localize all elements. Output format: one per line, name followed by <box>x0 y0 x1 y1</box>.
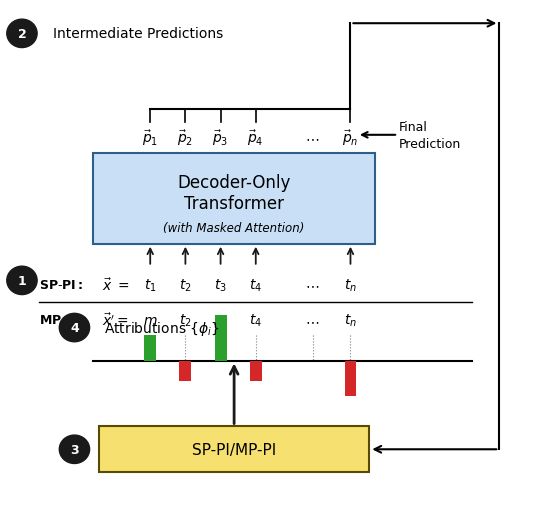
Text: $\vec{x}'=$: $\vec{x}'=$ <box>102 312 128 329</box>
Text: $\mathbf{SP\text{-}PI:}$: $\mathbf{SP\text{-}PI:}$ <box>39 278 84 291</box>
Bar <box>180 361 191 381</box>
Text: Decoder-Only: Decoder-Only <box>177 174 291 191</box>
Text: $\vec{x}\ =$: $\vec{x}\ =$ <box>102 276 129 293</box>
Bar <box>144 335 156 361</box>
FancyBboxPatch shape <box>99 427 369 472</box>
Text: Prediction: Prediction <box>399 137 461 151</box>
Text: $t_4$: $t_4$ <box>249 312 262 328</box>
Text: 1: 1 <box>17 274 26 287</box>
Text: Final: Final <box>399 121 428 133</box>
Text: $t_1$: $t_1$ <box>144 277 157 293</box>
Text: $\vec{p}_n$: $\vec{p}_n$ <box>342 128 358 148</box>
Text: Attributions $\{\phi_i\}$: Attributions $\{\phi_i\}$ <box>104 319 220 337</box>
Text: $m$: $m$ <box>143 314 158 327</box>
Bar <box>215 315 226 361</box>
Text: (with Masked Attention): (with Masked Attention) <box>163 221 305 235</box>
Circle shape <box>59 314 90 342</box>
Text: $\cdots$: $\cdots$ <box>306 131 320 145</box>
Circle shape <box>7 267 37 295</box>
Text: Transformer: Transformer <box>184 194 284 212</box>
Text: SP-PI/MP-PI: SP-PI/MP-PI <box>192 442 276 457</box>
Text: $t_4$: $t_4$ <box>249 277 262 293</box>
Text: $\cdots$: $\cdots$ <box>306 314 320 327</box>
Text: $\cdots$: $\cdots$ <box>306 278 320 292</box>
Text: $t_2$: $t_2$ <box>179 277 191 293</box>
Text: 4: 4 <box>70 321 79 334</box>
Text: $t_2$: $t_2$ <box>179 312 191 328</box>
Text: $m$: $m$ <box>213 314 228 327</box>
Circle shape <box>59 435 90 464</box>
Text: $\vec{p}_1$: $\vec{p}_1$ <box>142 128 158 148</box>
Text: $\mathbf{MP\text{-}PI:}$: $\mathbf{MP\text{-}PI:}$ <box>39 314 87 327</box>
Text: 2: 2 <box>17 28 26 41</box>
Bar <box>344 361 356 396</box>
Circle shape <box>7 20 37 48</box>
Text: $\vec{p}_2$: $\vec{p}_2$ <box>177 128 194 148</box>
Text: $t_n$: $t_n$ <box>344 312 357 328</box>
Text: $\vec{p}_3$: $\vec{p}_3$ <box>212 128 229 148</box>
Bar <box>250 361 262 381</box>
Text: $\vec{p}_4$: $\vec{p}_4$ <box>248 128 264 148</box>
Text: $t_3$: $t_3$ <box>214 277 227 293</box>
Text: 3: 3 <box>70 443 79 456</box>
Text: $t_n$: $t_n$ <box>344 277 357 293</box>
FancyBboxPatch shape <box>94 153 375 244</box>
Text: Intermediate Predictions: Intermediate Predictions <box>53 27 223 41</box>
